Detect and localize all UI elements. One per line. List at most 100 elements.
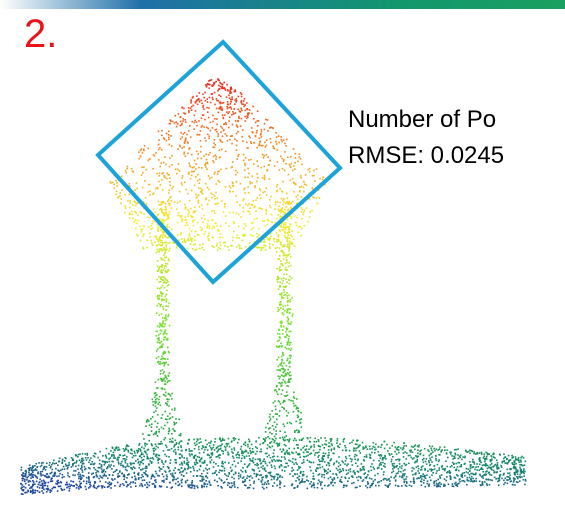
point <box>274 440 276 442</box>
point <box>264 175 266 177</box>
point <box>284 170 286 172</box>
point <box>403 463 405 465</box>
point <box>208 240 210 242</box>
point <box>148 434 150 436</box>
point <box>271 410 273 412</box>
point <box>164 333 166 335</box>
point <box>158 429 160 431</box>
point <box>389 480 391 482</box>
point <box>280 226 282 228</box>
point <box>295 153 297 155</box>
point <box>432 451 434 453</box>
point <box>34 475 36 477</box>
point <box>285 263 287 265</box>
point <box>472 461 474 463</box>
point <box>154 447 156 449</box>
point <box>134 476 136 478</box>
point <box>193 457 195 459</box>
point <box>233 221 235 223</box>
point <box>428 451 430 453</box>
point <box>481 476 483 478</box>
point <box>283 258 285 260</box>
point <box>209 178 211 180</box>
point <box>174 408 176 410</box>
point <box>292 461 294 463</box>
point <box>167 200 169 202</box>
point <box>302 447 304 449</box>
point <box>319 449 321 451</box>
point <box>168 190 170 192</box>
point <box>324 437 326 439</box>
point <box>219 102 221 104</box>
point <box>58 470 60 472</box>
point <box>259 247 261 249</box>
point <box>188 163 190 165</box>
point <box>233 108 235 110</box>
point <box>371 470 373 472</box>
point <box>240 460 242 462</box>
point <box>201 485 203 487</box>
point <box>270 142 272 144</box>
point <box>302 478 304 480</box>
point <box>114 478 116 480</box>
point <box>157 447 159 449</box>
point <box>227 140 229 142</box>
point <box>87 454 89 456</box>
point <box>208 117 210 119</box>
point <box>107 483 109 485</box>
point <box>40 473 42 475</box>
point <box>273 449 275 451</box>
point <box>159 147 161 149</box>
point <box>193 166 195 168</box>
point <box>132 481 134 483</box>
point <box>160 363 162 365</box>
point <box>72 465 74 467</box>
point <box>302 209 304 211</box>
point <box>255 446 257 448</box>
point <box>319 461 321 463</box>
point <box>319 178 321 180</box>
point <box>86 483 88 485</box>
point <box>282 168 284 170</box>
point <box>67 475 69 477</box>
point <box>189 453 191 455</box>
point <box>374 449 376 451</box>
point <box>295 452 297 454</box>
point <box>301 228 303 230</box>
point <box>101 487 103 489</box>
point <box>229 191 231 193</box>
point <box>205 162 207 164</box>
point <box>163 308 165 310</box>
point <box>236 158 238 160</box>
point <box>166 474 168 476</box>
point <box>397 472 399 474</box>
point <box>390 476 392 478</box>
point <box>444 470 446 472</box>
point <box>298 231 300 233</box>
point <box>475 473 477 475</box>
point <box>218 94 220 96</box>
point <box>163 299 165 301</box>
point <box>404 469 406 471</box>
point <box>155 471 157 473</box>
point <box>235 170 237 172</box>
point <box>258 120 260 122</box>
point <box>250 143 252 145</box>
point <box>176 442 178 444</box>
point <box>163 254 165 256</box>
point <box>190 136 192 138</box>
point <box>158 340 160 342</box>
point <box>260 444 262 446</box>
point <box>297 469 299 471</box>
point <box>206 85 208 87</box>
point <box>236 149 238 151</box>
point <box>57 480 59 482</box>
point <box>190 99 192 101</box>
point <box>236 454 238 456</box>
point <box>78 486 80 488</box>
point <box>202 221 204 223</box>
point <box>99 475 101 477</box>
point <box>270 472 272 474</box>
point <box>161 287 163 289</box>
point <box>249 458 251 460</box>
